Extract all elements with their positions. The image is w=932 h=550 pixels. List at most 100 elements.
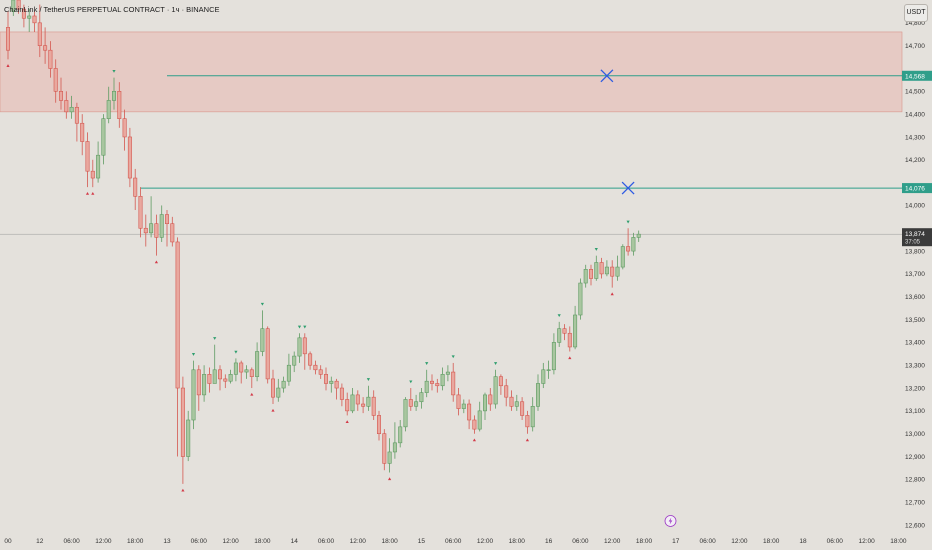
x-tick-label: 17 <box>672 538 680 545</box>
level-price-tag <box>902 183 932 194</box>
candle-body <box>610 266 615 277</box>
candle-body <box>387 451 392 464</box>
candle-body <box>101 118 106 156</box>
candle-body <box>520 401 525 416</box>
x-tick-label: 06:00 <box>827 538 844 545</box>
candle-body <box>398 426 403 444</box>
candle-body <box>615 266 620 277</box>
candle-body <box>186 419 191 457</box>
swing-low-marker <box>91 191 95 195</box>
x-tick-label: 18:00 <box>381 538 398 545</box>
swing-low-marker <box>525 438 529 442</box>
candle-body <box>488 394 493 405</box>
y-tick-label: 14,800 <box>905 20 925 27</box>
y-tick-label: 12,600 <box>905 522 925 529</box>
cross-mark <box>621 181 635 195</box>
candle-body <box>604 266 609 275</box>
swing-high-marker <box>557 314 561 318</box>
level-price-label: 14,076 <box>905 186 925 193</box>
candle-body <box>525 415 530 428</box>
y-tick-label: 14,000 <box>905 203 925 210</box>
candle-body <box>620 246 625 268</box>
candle-body <box>493 376 498 405</box>
candle-body <box>165 214 170 224</box>
x-tick-label: 06:00 <box>63 538 80 545</box>
y-tick-label: 12,700 <box>905 499 925 506</box>
level-price-label: 14,568 <box>905 73 925 80</box>
swing-low-marker <box>610 292 614 296</box>
x-tick-label: 06:00 <box>445 538 462 545</box>
candle-body <box>196 369 201 396</box>
swing-low-marker <box>6 64 10 67</box>
candle-body <box>467 403 472 421</box>
candle-body <box>143 227 148 234</box>
candle-body <box>557 328 562 343</box>
candle-body <box>122 118 127 138</box>
candle-body <box>149 223 154 234</box>
candle-body <box>551 342 556 371</box>
candle-body <box>339 387 344 400</box>
y-tick-label: 13,700 <box>905 271 925 278</box>
candle-body <box>535 383 540 407</box>
swing-high-marker <box>260 302 264 306</box>
swing-low-marker <box>250 392 254 396</box>
x-tick-label: 06:00 <box>572 538 589 545</box>
candle-body <box>355 394 360 405</box>
candle-body <box>429 380 434 384</box>
x-tick-label: 12 <box>36 538 44 545</box>
candle-body <box>573 314 578 348</box>
x-tick-label: 18:00 <box>127 538 144 545</box>
x-tick-label: 18:00 <box>254 538 271 545</box>
candle-body <box>175 241 180 389</box>
x-tick-label: 12:00 <box>95 538 112 545</box>
candle-body <box>588 269 593 279</box>
candle-body <box>96 154 101 179</box>
candle-body <box>16 0 21 10</box>
candle-body <box>313 364 318 371</box>
candle-body <box>562 328 567 334</box>
lightning-icon[interactable] <box>664 515 677 527</box>
candle-body <box>414 401 419 407</box>
candle-body <box>636 233 641 238</box>
candle-body <box>127 136 132 179</box>
x-tick-label: 18:00 <box>890 538 907 545</box>
candle-body <box>265 328 270 380</box>
candle-body <box>599 262 604 275</box>
swing-low-marker <box>472 438 476 442</box>
swing-low-marker <box>181 488 185 492</box>
candle-body <box>11 0 16 12</box>
candle-body <box>546 369 551 371</box>
candle-body <box>329 380 334 384</box>
candle-body <box>376 415 381 434</box>
y-tick-label: 13,300 <box>905 363 925 370</box>
candle-body <box>133 177 138 197</box>
candle-body <box>302 337 307 355</box>
currency-button[interactable]: USDT <box>904 4 928 22</box>
candle-body <box>514 401 519 407</box>
candle-body <box>249 369 254 377</box>
y-tick-label: 14,200 <box>905 157 925 164</box>
candle-body <box>440 374 445 387</box>
swing-high-marker <box>409 380 413 384</box>
candle-body <box>403 399 408 428</box>
x-tick-label: 18 <box>799 538 807 545</box>
candle-body <box>578 282 583 316</box>
y-tick-label: 14,300 <box>905 134 925 141</box>
y-tick-label: 14,700 <box>905 43 925 50</box>
candle-body <box>297 337 302 357</box>
y-tick-label: 13,800 <box>905 248 925 255</box>
candle-body <box>371 396 376 416</box>
candle-body <box>90 170 95 179</box>
candle-body <box>228 374 233 382</box>
x-tick-label: 18:00 <box>509 538 526 545</box>
candle-body <box>170 223 175 243</box>
y-tick-label: 14,400 <box>905 111 925 118</box>
candle-body <box>530 406 535 428</box>
swing-high-marker <box>451 355 455 359</box>
countdown-label: 37:05 <box>905 240 921 246</box>
x-tick-label: 06:00 <box>191 538 208 545</box>
candle-body <box>292 355 297 366</box>
swing-high-marker <box>303 325 307 329</box>
